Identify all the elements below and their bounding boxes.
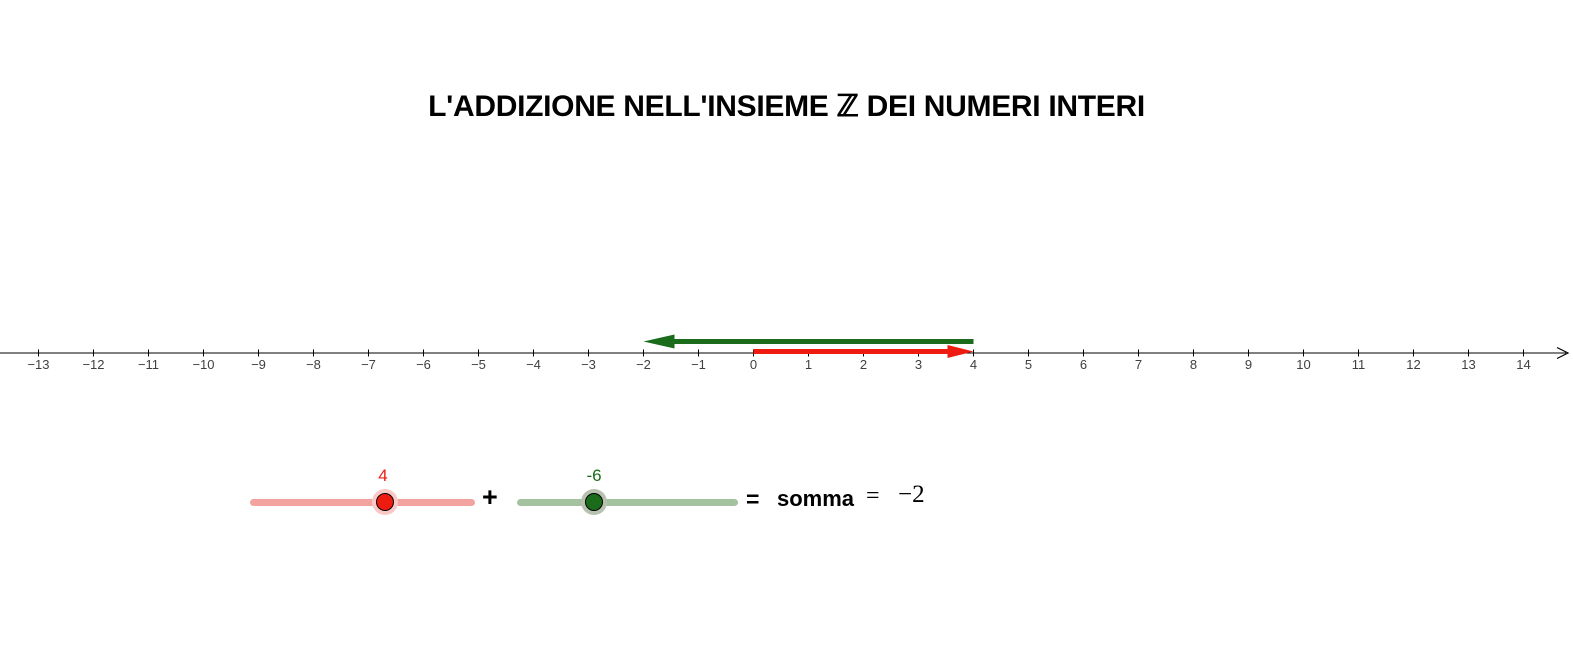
axis-arrowhead-icon [1556,346,1570,360]
axis-tick-label: 8 [1190,357,1197,372]
axis-tick-label: 7 [1135,357,1142,372]
addend2-slider-track[interactable] [517,499,738,506]
axis-tick-label: −11 [138,357,159,372]
addend1-slider-value: 4 [378,466,388,485]
addend1-slider-knob[interactable] [376,493,394,511]
axis-tick-label: 13 [1461,357,1475,372]
axis-tick-label: −13 [27,357,49,372]
addend2-vector-arrowhead-icon [643,334,675,349]
axis-tick-label: 12 [1406,357,1420,372]
axis-tick-label: −5 [471,357,486,372]
sum-label: somma [777,486,855,511]
axis-tick-label: 4 [970,357,977,372]
addend2-slider-value: -6 [586,466,602,485]
sum-result-value: −2 [898,481,925,508]
axis-tick-label: 2 [860,357,867,372]
addend2-slider-knob[interactable] [585,493,603,511]
axis-tick-label: 10 [1296,357,1310,372]
axis-tick-label: 9 [1245,357,1252,372]
axis-tick-label: −4 [526,357,541,372]
equals-sign: = [746,486,760,512]
plus-operator: + [482,482,498,512]
axis-tick-label: 3 [915,357,922,372]
page-title: L'ADDIZIONE NELL'INSIEME ℤ DEI NUMERI IN… [428,90,1145,123]
axis-tick-label: 5 [1025,357,1032,372]
axis-tick-label: 14 [1516,357,1530,372]
equals-sign-math: = [866,483,880,509]
axis-tick-label: −9 [251,357,266,372]
axis-tick-label: −2 [636,357,651,372]
axis-tick-label: −3 [581,357,596,372]
axis-tick-label: 6 [1080,357,1087,372]
axis-tick-label: −10 [192,357,214,372]
axis-tick-label: −6 [416,357,431,372]
axis-tick-label: −7 [361,357,376,372]
axis-tick-label: −1 [691,357,706,372]
axis-tick-label: −12 [82,357,104,372]
addend1-slider-track[interactable] [250,499,475,506]
axis-tick-label: 1 [805,357,812,372]
axis-tick-label: 11 [1352,357,1366,372]
axis-tick-label: −8 [306,357,321,372]
addend1-vector-arrowhead-icon [947,345,974,358]
axis-tick-label: 0 [750,357,757,372]
